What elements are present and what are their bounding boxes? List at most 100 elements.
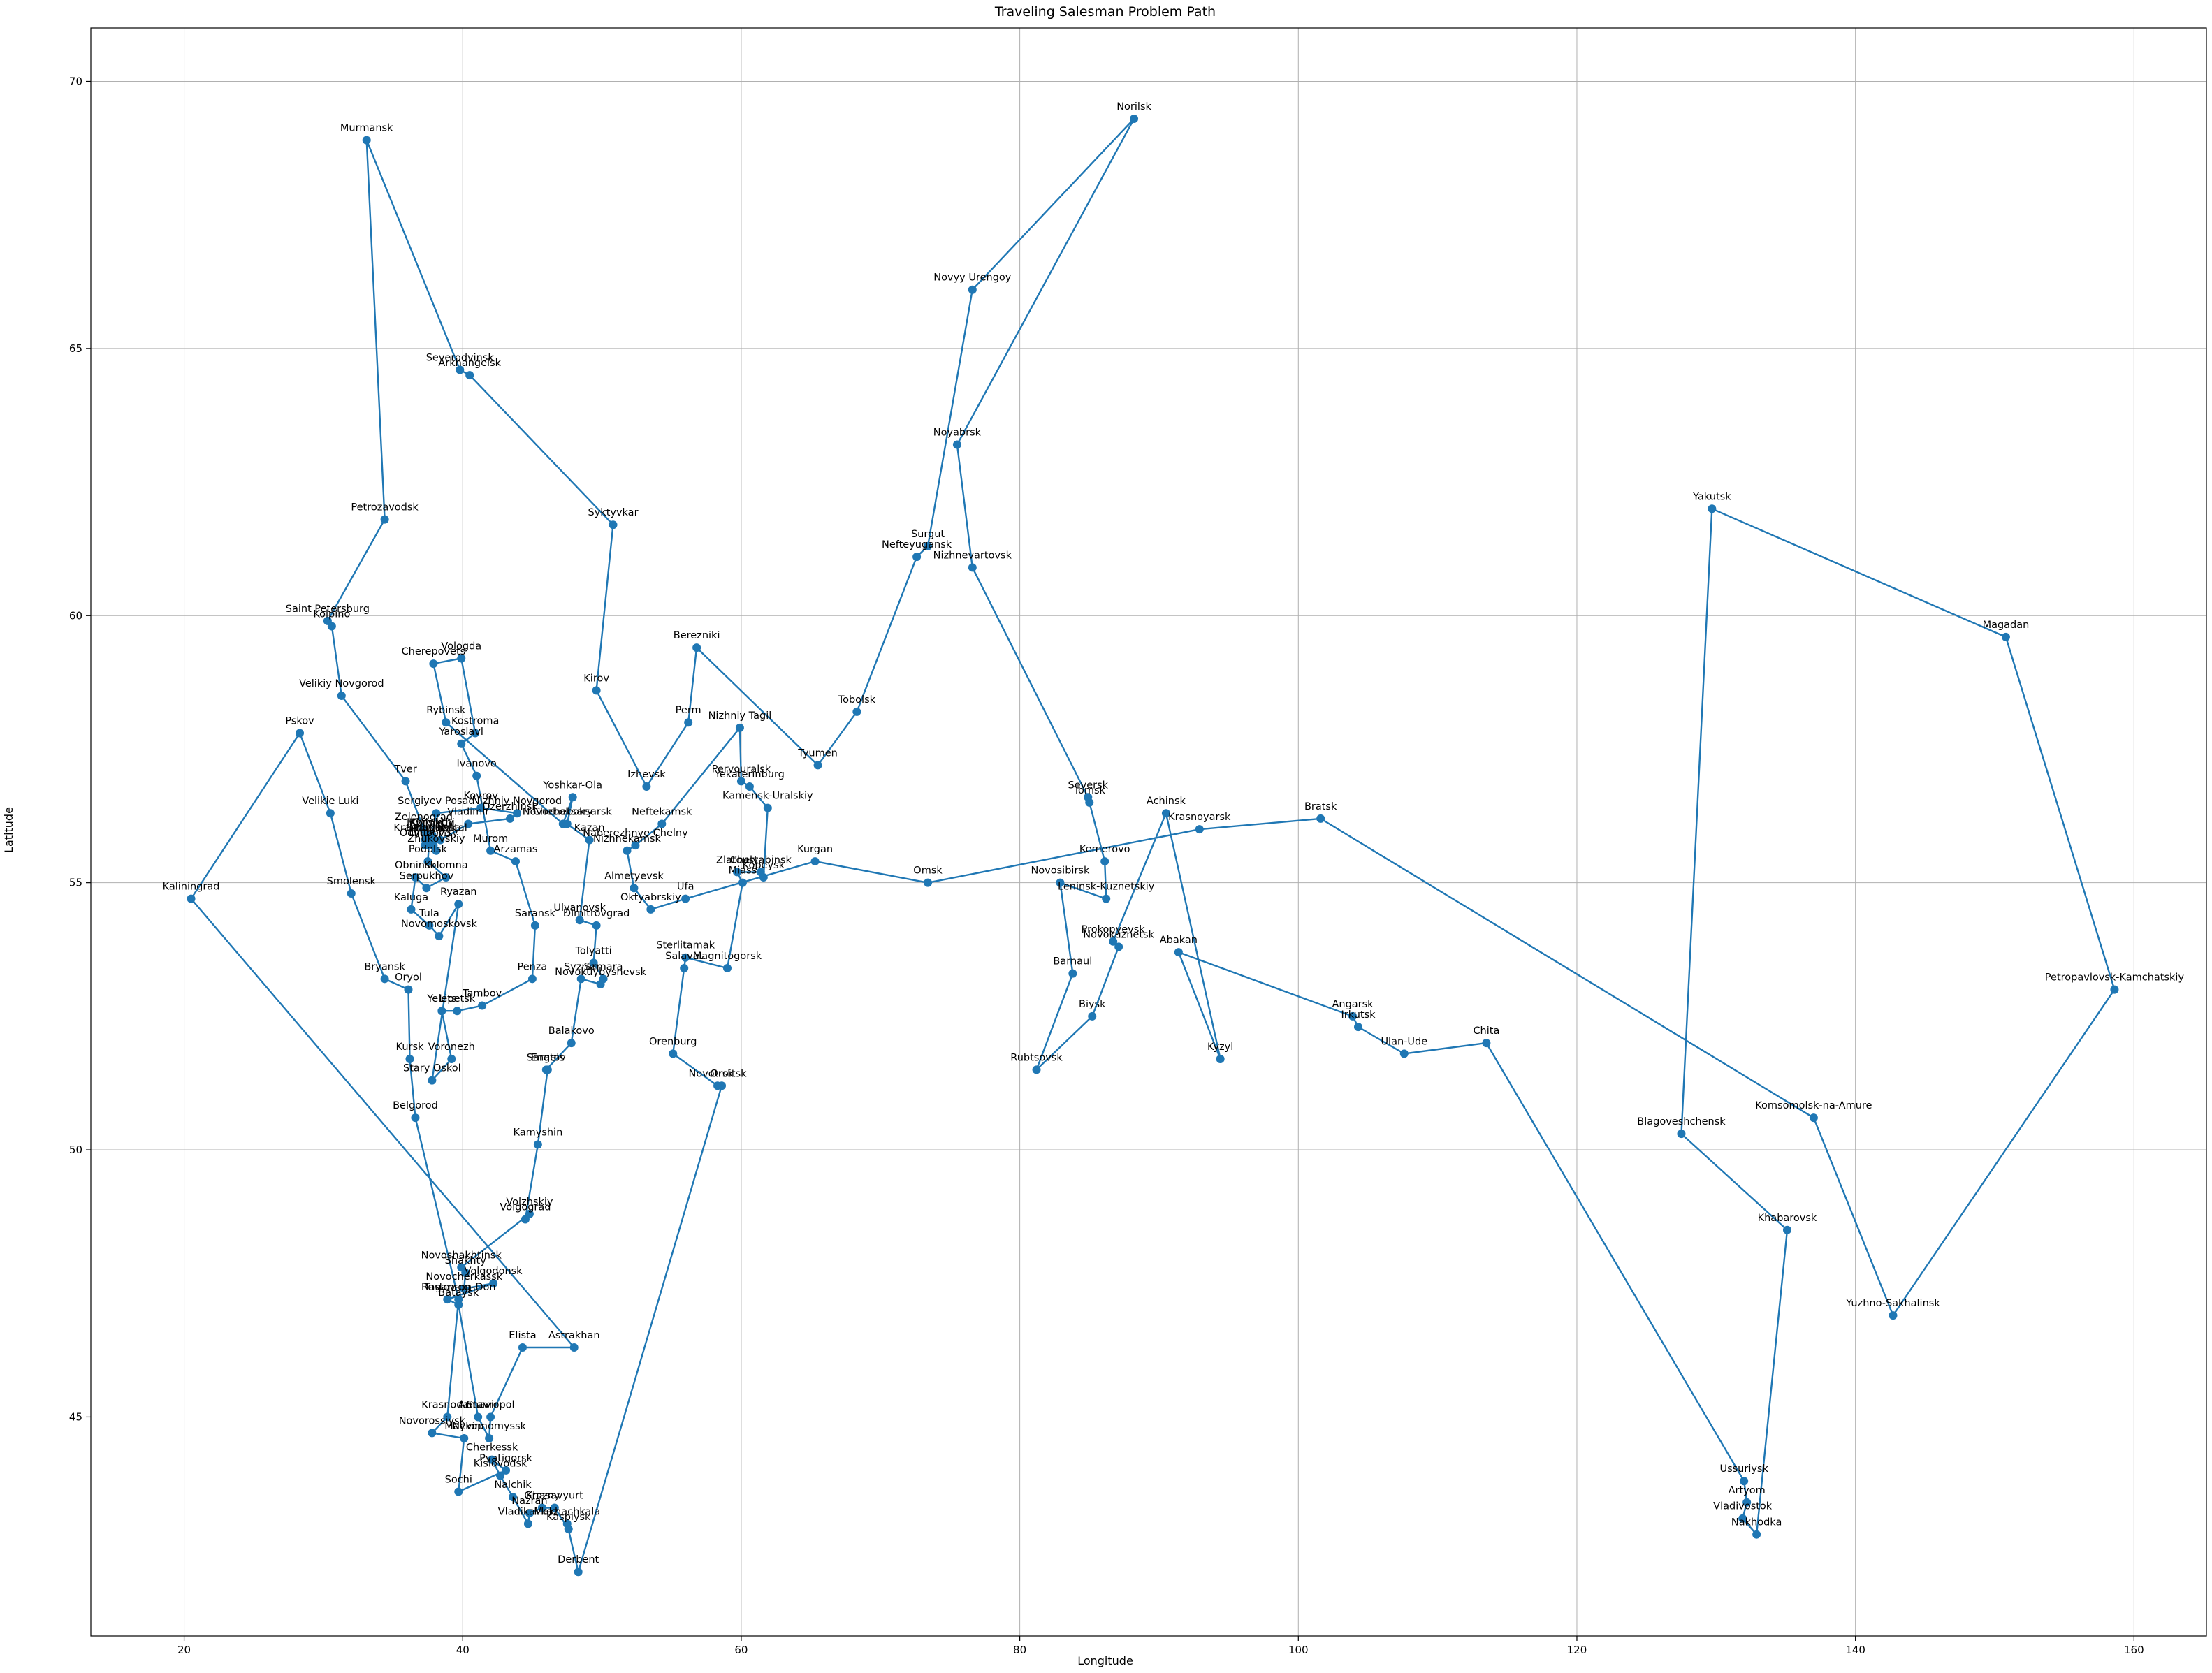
city-marker [187, 894, 196, 903]
city-marker [722, 964, 732, 973]
city-label: Yakutsk [1692, 491, 1731, 502]
city-label: Yuzhno-Sakhalinsk [1845, 1298, 1940, 1309]
city-marker [525, 1209, 534, 1218]
city-marker [609, 520, 618, 529]
city-marker [530, 921, 539, 930]
city-marker [428, 1429, 437, 1438]
city-marker [1782, 1225, 1791, 1234]
city-label: Cherkessk [466, 1442, 518, 1454]
city-label: Armavir [458, 1399, 498, 1410]
city-marker [631, 841, 640, 850]
city-label: Syktyvkar [588, 507, 639, 518]
y-tick-label: 50 [69, 1144, 82, 1156]
city-label: Rubtsovsk [1010, 1052, 1063, 1063]
city-marker [474, 1412, 483, 1422]
city-label: Oktyabrskiy [620, 892, 681, 903]
city-marker [488, 1455, 497, 1464]
city-label: Stavropol [467, 1399, 515, 1410]
city-label: Chita [1473, 1025, 1499, 1037]
city-marker [509, 1493, 518, 1502]
city-label: Orenburg [649, 1036, 697, 1047]
city-label: Astrakhan [548, 1330, 600, 1341]
city-label: Petrozavodsk [351, 502, 419, 513]
city-label: Velikie Luki [302, 796, 358, 807]
city-marker [405, 1055, 414, 1064]
x-tick-label: 140 [1845, 1644, 1865, 1656]
city-marker [432, 809, 441, 818]
city-marker [442, 718, 451, 727]
city-label: Kaluga [394, 892, 428, 903]
city-marker [912, 553, 922, 562]
city-marker [2110, 985, 2119, 994]
city-marker [1174, 948, 1183, 957]
city-label: Zlatoust [716, 854, 758, 865]
city-marker [736, 777, 745, 786]
city-marker [1195, 825, 1204, 834]
city-label: Vladikavkaz [498, 1506, 558, 1517]
city-label: Salavat [665, 951, 703, 962]
city-marker [347, 889, 356, 898]
x-tick-label: 80 [1013, 1644, 1026, 1656]
city-marker [646, 905, 655, 914]
city-label: Sochi [445, 1475, 472, 1486]
city-label: Kyzyl [1207, 1042, 1233, 1053]
city-marker [680, 964, 689, 973]
city-marker [852, 707, 861, 716]
city-label: Kolomna [424, 860, 468, 871]
city-label: Nizhniy Novgorod [472, 796, 562, 807]
city-label: Blagoveshchensk [1637, 1116, 1726, 1127]
city-marker [1677, 1130, 1686, 1139]
city-marker [681, 953, 690, 962]
city-marker [404, 985, 413, 994]
city-marker [759, 873, 768, 882]
city-label: Kovrov [463, 791, 498, 802]
city-marker [454, 1300, 463, 1309]
city-marker [810, 857, 820, 866]
city-label: Irkutsk [1341, 1009, 1376, 1021]
city-label: Grozny [524, 1490, 560, 1501]
city-label: Kurgan [797, 844, 833, 855]
city-marker [1032, 1065, 1041, 1074]
city-label: Stary Oskol [403, 1063, 461, 1074]
city-marker [442, 873, 451, 882]
city-label: Yoshkar-Ola [542, 780, 602, 791]
city-marker [456, 365, 465, 374]
city-marker [489, 1279, 498, 1288]
city-marker [562, 1519, 572, 1528]
tsp-route-line [190, 117, 2116, 1573]
city-marker [454, 1487, 463, 1496]
city-label: Engels [531, 1052, 565, 1063]
city-label: Moscow [409, 822, 450, 833]
city-label: Novorossiysk [399, 1415, 466, 1426]
city-label: Murom [473, 833, 508, 845]
city-label: Balashikha [406, 822, 461, 833]
city-label: Izhevsk [627, 769, 666, 780]
city-marker [512, 809, 521, 818]
city-marker [1316, 814, 1325, 823]
x-tick-label: 20 [177, 1644, 191, 1656]
city-label: Maykop [444, 1421, 483, 1432]
city-marker [425, 921, 434, 930]
city-label: Perm [676, 705, 701, 716]
city-label: Miass [729, 865, 757, 877]
city-label: Bryansk [364, 961, 405, 972]
city-marker [1109, 937, 1118, 946]
city-marker [2001, 632, 2010, 641]
city-label: Omsk [913, 865, 943, 877]
plot-area: Kaliningrad Pskov Velikie Luki Smolensk Brya… [163, 101, 2184, 1577]
city-label: Ufa [677, 882, 694, 893]
city-marker [457, 739, 466, 748]
city-label: Novyy Urengoy [933, 272, 1012, 284]
city-marker [589, 958, 598, 967]
city-marker [326, 809, 335, 818]
city-label: Angarsk [1332, 999, 1374, 1010]
city-label: Rostov-on-Don [421, 1282, 496, 1293]
city-marker [461, 1268, 470, 1277]
city-label: Krasnogorsk [393, 822, 457, 833]
city-marker [411, 1113, 420, 1123]
city-marker [460, 1284, 469, 1293]
city-label: Cheboksary [533, 807, 593, 818]
city-marker [1708, 504, 1717, 513]
city-label: Nizhniy Tagil [708, 710, 772, 722]
city-marker [732, 868, 741, 877]
